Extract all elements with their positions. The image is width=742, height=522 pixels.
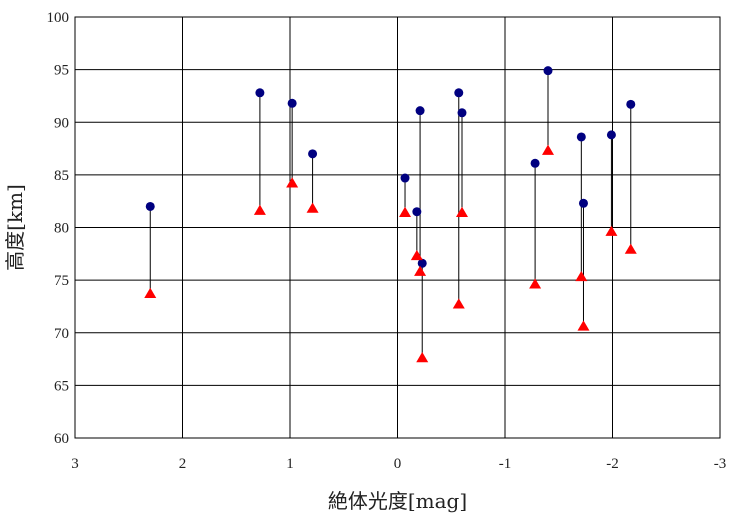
y-axis-label: 高度[km]	[3, 184, 27, 271]
start-point	[626, 99, 636, 109]
x-tick-label: -3	[714, 456, 727, 472]
end-point	[410, 249, 423, 261]
start-point	[454, 88, 464, 98]
y-tick-label: 95	[54, 63, 69, 79]
y-tick-label: 100	[47, 10, 70, 26]
x-tick-label: 3	[71, 456, 79, 472]
start-point	[415, 106, 425, 116]
y-tick-label: 80	[54, 221, 69, 237]
y-tick-label: 75	[54, 273, 69, 289]
x-tick-label: 0	[394, 456, 402, 472]
stems	[149, 70, 632, 359]
x-tick-label: 2	[179, 456, 187, 472]
y-tick-label: 70	[54, 326, 69, 342]
end-point	[306, 202, 319, 213]
start-point	[576, 132, 586, 142]
start-point	[606, 130, 616, 140]
start-point	[255, 88, 265, 98]
start-point	[412, 207, 422, 217]
start-point	[530, 158, 540, 168]
x-tick-label: -2	[606, 456, 619, 472]
start-point	[578, 198, 588, 208]
y-tick-label: 60	[54, 431, 69, 447]
y-tick-label: 85	[54, 168, 69, 184]
start-point	[417, 258, 427, 268]
end-point	[529, 278, 542, 289]
x-tick-label: -1	[499, 456, 512, 472]
x-tick-label: 1	[286, 456, 294, 472]
y-tick-labels: 60 65 70 75 80 85 90 95 100	[47, 10, 70, 447]
end-point	[624, 243, 637, 254]
end-point	[577, 320, 590, 331]
end-point	[414, 265, 427, 276]
start-point	[457, 108, 467, 118]
end-point	[144, 287, 157, 299]
end-point	[253, 204, 266, 215]
end-point	[542, 144, 554, 155]
end-point	[456, 206, 468, 217]
y-tick-label: 65	[54, 378, 69, 394]
end-point	[399, 206, 412, 217]
end-points	[144, 144, 637, 363]
x-tick-labels: 3 2 1 0 -1 -2 -3	[71, 456, 726, 472]
start-point	[287, 98, 297, 108]
start-point	[543, 66, 553, 76]
start-points	[145, 66, 636, 268]
y-tick-label: 90	[54, 115, 69, 131]
start-point	[308, 149, 318, 159]
start-point	[400, 173, 410, 183]
end-point	[416, 352, 429, 363]
end-point	[605, 225, 618, 236]
end-point	[575, 270, 588, 282]
start-point	[145, 201, 155, 211]
x-axis-label: 絶体光度[mag]	[328, 489, 467, 513]
plot-frame	[74, 16, 721, 439]
end-point	[286, 177, 299, 188]
end-point	[452, 298, 465, 309]
